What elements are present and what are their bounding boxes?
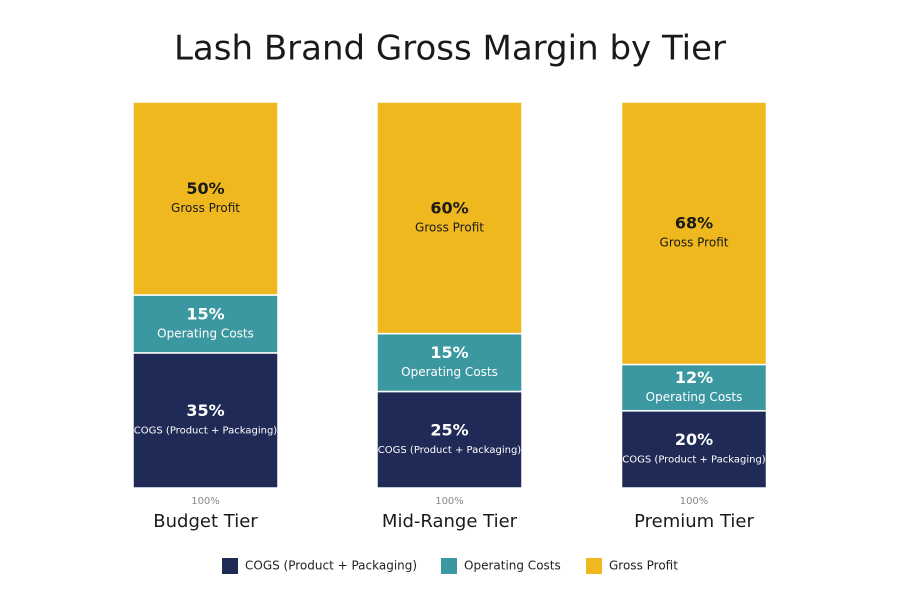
- segment-name: Gross Profit: [171, 201, 240, 215]
- x-tick-label: Premium Tier: [634, 511, 754, 532]
- x-tick-label: Mid-Range Tier: [382, 511, 518, 532]
- value-label: 50%: [186, 179, 224, 198]
- bar-segment: [376, 101, 523, 335]
- segment-name: Gross Profit: [660, 236, 729, 250]
- legend-swatch: [222, 558, 238, 574]
- value-label: 60%: [430, 198, 468, 217]
- legend-swatch: [441, 558, 457, 574]
- bar-segment: [620, 410, 768, 489]
- value-label: 25%: [430, 420, 468, 439]
- value-label: 68%: [675, 214, 713, 233]
- segment-name: Operating Costs: [646, 390, 743, 404]
- legend-label: COGS (Product + Packaging): [245, 559, 417, 573]
- total-label: 100%: [191, 496, 220, 507]
- bar-segment: [620, 101, 768, 366]
- total-label: 100%: [435, 496, 464, 507]
- bar-segment: [376, 332, 523, 393]
- bar-segment: [132, 294, 279, 354]
- legend-swatch: [586, 558, 602, 574]
- segment-name: Operating Costs: [157, 326, 254, 340]
- segment-name: Operating Costs: [401, 365, 498, 379]
- x-tick-label: Budget Tier: [153, 511, 258, 532]
- value-label: 35%: [186, 401, 224, 420]
- legend-label: Operating Costs: [464, 559, 561, 573]
- segment-name: Gross Profit: [415, 220, 484, 234]
- segment-name: COGS (Product + Packaging): [134, 425, 277, 436]
- value-label: 15%: [430, 343, 468, 362]
- legend-label: Gross Profit: [609, 559, 678, 573]
- value-label: 12%: [675, 368, 713, 387]
- bar-segment: [376, 390, 523, 489]
- total-label: 100%: [680, 496, 709, 507]
- value-label: 15%: [186, 304, 224, 323]
- segment-name: COGS (Product + Packaging): [622, 454, 765, 465]
- segment-name: COGS (Product + Packaging): [378, 445, 521, 456]
- bar-segment: [132, 101, 279, 296]
- chart-title: Lash Brand Gross Margin by Tier: [174, 29, 726, 69]
- bar-segment: [132, 352, 279, 489]
- value-label: 20%: [675, 430, 713, 449]
